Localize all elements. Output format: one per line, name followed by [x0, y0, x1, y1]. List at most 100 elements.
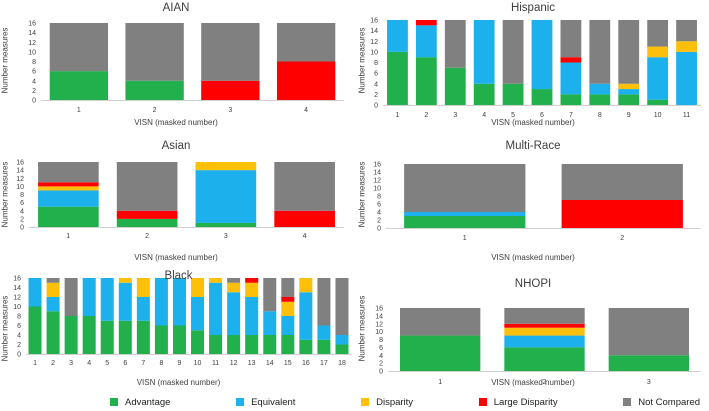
bar-segment-disparity [118, 278, 132, 283]
x-tick-label: 14 [266, 360, 274, 367]
bar-segment-advantage [227, 335, 241, 354]
y-tick-label: 0 [379, 369, 383, 376]
x-tick-label: 4 [304, 107, 308, 114]
x-tick-label: 2 [145, 233, 149, 240]
bar-segment-large-disparity [561, 200, 683, 228]
x-tick-label: 11 [212, 360, 219, 367]
legend-swatch-advantage [110, 398, 118, 406]
y-tick-label: 10 [13, 304, 21, 311]
bar-segment-not-compared [618, 20, 640, 84]
chart-title: NHOPI [514, 278, 552, 290]
chart-title: Asian [161, 140, 191, 152]
bar-segment-advantage [64, 316, 78, 354]
bar-segment-advantage [400, 335, 481, 371]
x-tick-label: 2 [620, 235, 624, 242]
y-tick-label: 2 [32, 88, 36, 95]
bar-segment-not-compared [201, 23, 260, 81]
bar-segment-advantage [404, 216, 526, 228]
bar-segment-not-compared [125, 23, 184, 81]
bar-segment-advantage [209, 335, 223, 354]
legend-item-advantage: Advantage [110, 397, 170, 408]
x-tick-label: 2 [153, 107, 157, 114]
bar-segment-equivalent [317, 325, 331, 340]
bar-segment-not-compared [589, 20, 611, 84]
bar-segment-large-disparity [281, 297, 295, 302]
y-tick-label: 6 [17, 323, 21, 330]
bar-segment-not-compared [676, 20, 697, 42]
y-tick-label: 6 [374, 71, 378, 78]
y-tick-label: 8 [17, 314, 21, 321]
panel-aian: AIAN Number measures 0 2 4 6 8 10 12 14 16 1 2 3 4 V… [0, 0, 352, 133]
x-tick-label: 5 [511, 112, 515, 119]
x-tick-label: 8 [598, 112, 602, 119]
bar-segment-advantage [82, 316, 96, 354]
y-tick-label: 14 [13, 285, 21, 292]
y-tick-label: 6 [32, 69, 36, 76]
bar-segment-equivalent [618, 89, 640, 95]
bar-segment-disparity [195, 162, 257, 171]
bar-segment-equivalent [172, 278, 186, 326]
bar-segment-large-disparity [276, 61, 336, 100]
x-tick-label: 1 [463, 235, 467, 242]
bar-segment-large-disparity [274, 210, 335, 227]
x-tick-label: 17 [320, 360, 328, 367]
bar-segment-not-compared [335, 278, 349, 335]
bar-segment-advantage [618, 94, 640, 106]
bar-segment-disparity [281, 301, 295, 316]
bar-segment-not-compared [116, 162, 178, 211]
panel-asian: Asian Number measures 0 2 4 6 8 10 12 14 16 1 2 3 4 … [0, 136, 352, 270]
bar-segment-not-compared [64, 278, 78, 316]
bar-segment-disparity [245, 282, 259, 297]
y-tick-label: 14 [28, 30, 36, 37]
x-tick-label: 3 [69, 360, 73, 367]
y-tick-label: 16 [16, 160, 24, 167]
y-tick-label: 2 [377, 218, 381, 225]
bar-segment-equivalent [676, 51, 697, 106]
y-tick-label: 0 [377, 226, 381, 233]
bar-segment-equivalent [227, 292, 241, 335]
bar-segment-advantage [299, 339, 313, 354]
bar-segment-equivalent [46, 297, 60, 312]
bar-segment-equivalent [191, 297, 205, 331]
y-tick-label: 6 [20, 200, 24, 207]
bar-segment-not-compared [276, 23, 336, 62]
x-axis-label: VISN (masked number) [491, 378, 575, 387]
bar-segment-equivalent [560, 62, 582, 95]
y-tick-label: 6 [377, 202, 381, 209]
bar-segment-disparity [191, 278, 205, 297]
y-tick-label: 2 [374, 92, 378, 99]
x-tick-label: 18 [338, 360, 346, 367]
y-tick-label: 8 [379, 337, 383, 344]
y-tick-label: 12 [373, 178, 381, 185]
y-tick-label: 0 [20, 225, 24, 232]
legend-item-large-disparity: Large Disparity [478, 397, 558, 408]
bar-segment-not-compared [49, 23, 109, 72]
bar-segment-not-compared [560, 20, 582, 58]
x-tick-label: 2 [424, 112, 428, 119]
bar-segment-advantage [317, 339, 331, 354]
legend-label-not-compared: Not Compared [638, 396, 700, 408]
y-tick-label: 4 [17, 333, 21, 340]
bar-segment-advantage [49, 71, 109, 101]
x-tick-label: 12 [230, 360, 238, 367]
bar-segment-disparity [647, 46, 669, 58]
y-tick-label: 2 [17, 342, 21, 349]
bar-segment-not-compared [227, 278, 241, 283]
bar-segment-advantage [263, 335, 277, 354]
y-tick-label: 10 [28, 49, 36, 56]
bar-segment-advantage [28, 306, 42, 354]
y-tick-label: 0 [32, 98, 36, 105]
y-tick-label: 8 [32, 59, 36, 66]
bar-segment-not-compared [263, 278, 277, 312]
x-tick-label: 3 [224, 233, 228, 240]
y-tick-label: 12 [375, 321, 383, 328]
bar-segment-large-disparity [116, 210, 178, 219]
x-tick-label: 1 [66, 233, 70, 240]
legend-item-disparity: Disparity [361, 397, 413, 408]
x-tick-label: 11 [683, 112, 690, 119]
bar-segment-advantage [335, 344, 349, 354]
